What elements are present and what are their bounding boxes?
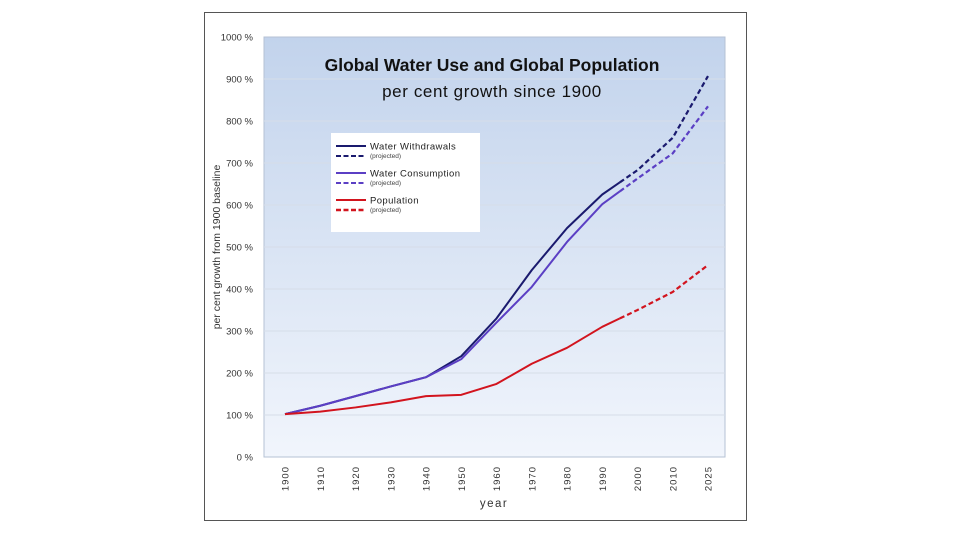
legend-label: Population [370,196,419,207]
y-tick-label: 600 % [226,201,253,212]
y-tick-label: 800 % [226,117,253,128]
y-tick-label: 0 % [237,453,254,464]
series-lines [284,75,709,416]
x-tick-label: 2010 [668,466,679,491]
legend-projected-label: (projected) [370,180,401,187]
legend-projected-label: (projected) [370,153,401,160]
chart-subtitle: per cent growth since 1900 [382,82,602,101]
y-tick-label: 700 % [226,159,253,170]
x-tick-label: 1900 [281,466,292,491]
y-tick-label: 200 % [226,369,253,380]
y-tick-label: 400 % [226,285,253,296]
x-tick-label: 2025 [704,466,715,491]
x-tick-label: 1950 [457,466,468,491]
y-tick-label: 1000 % [221,33,254,44]
legend: Water Withdrawals(projected)Water Consum… [331,133,480,232]
population-projected-line [619,264,709,320]
legend-label: Water Consumption [370,169,460,180]
x-tick-label: 1930 [386,466,397,491]
y-tick-label: 900 % [226,75,253,86]
legend-projected-label: (projected) [370,207,401,214]
water-withdrawals-projected-line [619,75,709,184]
x-tick-label: 1940 [422,466,433,491]
x-tick-label: 1980 [563,466,574,491]
x-tick-label: 2000 [633,466,644,491]
y-tick-label: 100 % [226,411,253,422]
y-axis-ticks: 0 % 100 % 200 % 300 % 400 % 500 % 600 % 700 % 80… [221,33,254,464]
x-tick-label: 1960 [492,466,503,491]
x-tick-label: 1910 [316,466,327,491]
chart-title: Global Water Use and Global Population [325,55,660,75]
legend-label: Water Withdrawals [370,142,456,153]
x-tick-label: 1990 [598,466,609,491]
water-consumption-projected-line [619,105,709,193]
x-axis-title: year [480,498,508,510]
y-tick-label: 300 % [226,327,253,338]
x-axis-ticks: 1900 1910 1920 1930 1940 1950 1960 1970 1980 1990… [281,466,715,491]
y-tick-label: 500 % [226,243,253,254]
x-tick-label: 1920 [351,466,362,491]
y-axis-title: per cent growth from 1900 baseline [211,165,223,330]
x-tick-label: 1970 [527,466,538,491]
